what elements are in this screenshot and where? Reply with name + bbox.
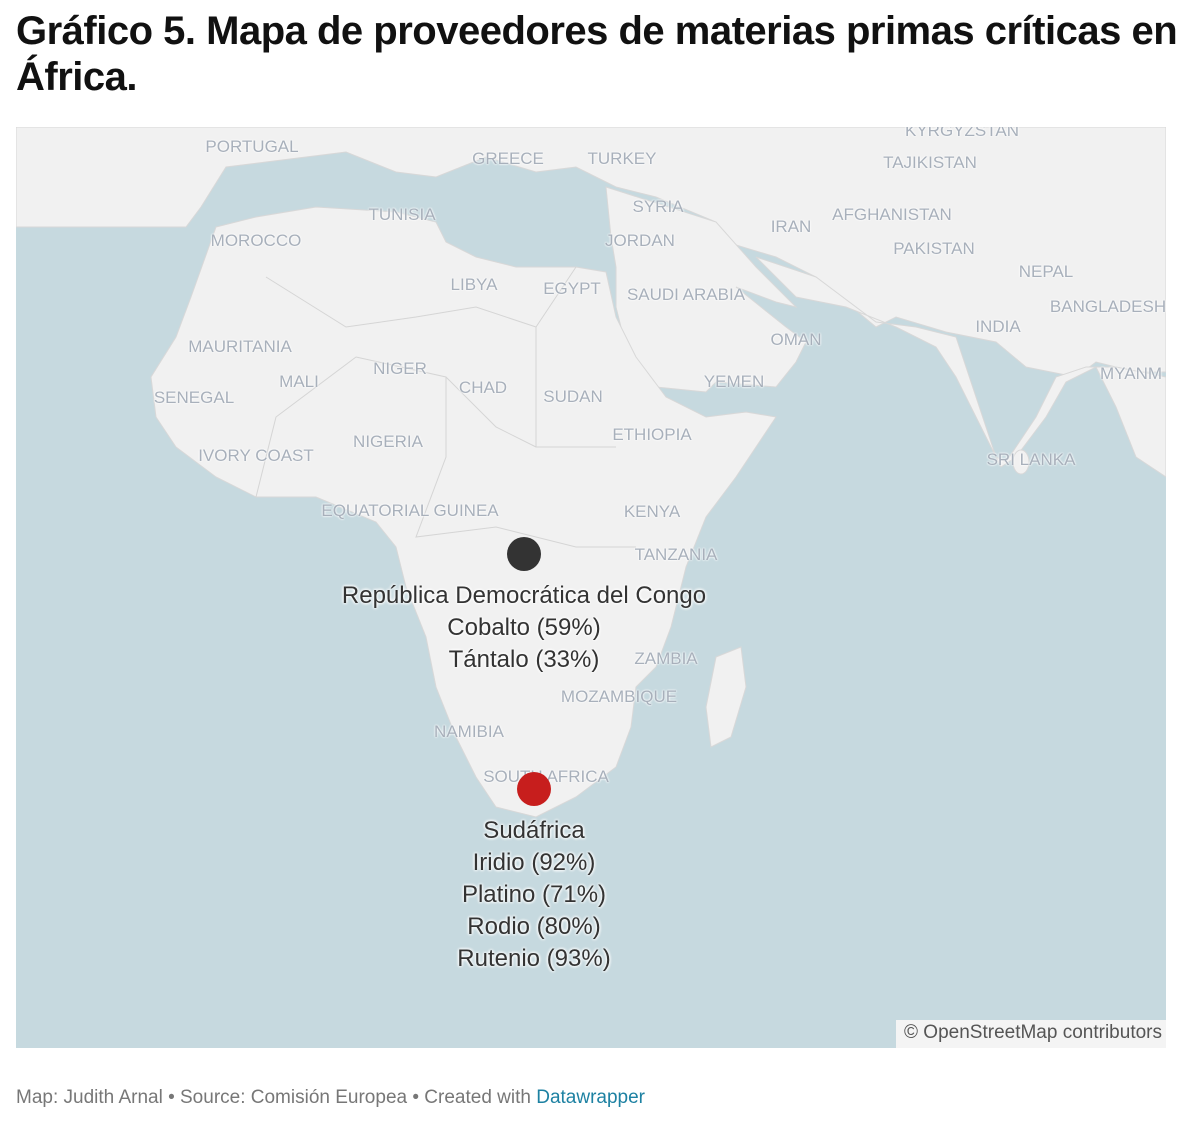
country-label: Yemen (703, 372, 765, 391)
map[interactable]: Portugal Greece Turkey Kyrgyzstan Tajikistan… (16, 127, 1166, 1048)
country-label: Oman (770, 330, 822, 349)
country-label: Namibia (434, 722, 504, 741)
country-label: Kenya (623, 502, 681, 521)
country-label: Niger (373, 359, 427, 378)
country-label: Senegal (153, 388, 235, 407)
marker-drc[interactable] (507, 537, 541, 571)
country-label: Saudi Arabia (626, 285, 746, 304)
marker-line: Platino (71%) (461, 881, 607, 908)
country-label: India (975, 317, 1021, 336)
country-label: Chad (458, 378, 508, 397)
country-label: Nigeria (353, 432, 423, 451)
country-label: Nepal (1018, 262, 1074, 281)
attribution[interactable]: © OpenStreetMap contributors (896, 1020, 1166, 1048)
country-label: Syria (632, 197, 684, 216)
marker-label-south-africa: Sudáfrica Iridio (92%) Platino (71%) Rod… (457, 815, 610, 975)
country-label: Zambia (634, 649, 698, 668)
datawrapper-link[interactable]: Datawrapper (536, 1087, 646, 1108)
marker-label-drc: República Democrática del Congo Cobalto … (342, 580, 706, 676)
marker-line: Rutenio (93%) (457, 945, 611, 972)
marker-south-africa[interactable] (517, 772, 551, 806)
country-label: Morocco (210, 231, 302, 250)
country-label: Pakistan (893, 239, 975, 258)
country-label: Sudan (543, 387, 603, 406)
country-label: Equatorial Guinea (321, 501, 499, 520)
country-label: Turkey (587, 149, 657, 168)
country-label: Jordan (605, 231, 675, 250)
country-label: Kyrgyzstan (905, 127, 1019, 140)
country-label: Portugal (205, 137, 299, 156)
country-label: Greece (472, 149, 544, 168)
country-label: Tanzania (634, 545, 718, 564)
country-label: Ethiopia (612, 425, 692, 444)
footer-credits: Map: Judith Arnal • Source: Comisión Eur… (16, 1087, 537, 1108)
country-label: Iran (770, 217, 812, 236)
marker-line: Rodio (80%) (467, 913, 601, 940)
country-label: Sri Lanka (986, 450, 1076, 469)
country-label: Mozambique (560, 687, 678, 706)
marker-line: Cobalto (59%) (447, 614, 601, 641)
country-label: Libya (450, 275, 498, 294)
country-label: Mauritania (188, 337, 292, 356)
land-shapes (16, 127, 1166, 818)
country-label: Afghanistan (832, 205, 952, 224)
country-label: Tunisia (368, 205, 436, 224)
country-label: Ivory Coast (198, 446, 314, 465)
country-label: Mali (279, 372, 319, 391)
country-label: Bangladesh (1049, 297, 1166, 316)
marker-line: Iridio (92%) (472, 849, 596, 876)
country-label: Tajikistan (883, 153, 977, 172)
marker-line: Tántalo (33%) (448, 646, 600, 673)
marker-country: Sudáfrica (483, 817, 585, 844)
country-label: Egypt (543, 279, 601, 298)
chart-title: Gráfico 5. Mapa de proveedores de materi… (16, 9, 1178, 99)
country-label: Myanm (1099, 364, 1163, 383)
footer: Map: Judith Arnal • Source: Comisión Eur… (16, 1087, 645, 1109)
marker-country: República Democrática del Congo (341, 582, 707, 609)
